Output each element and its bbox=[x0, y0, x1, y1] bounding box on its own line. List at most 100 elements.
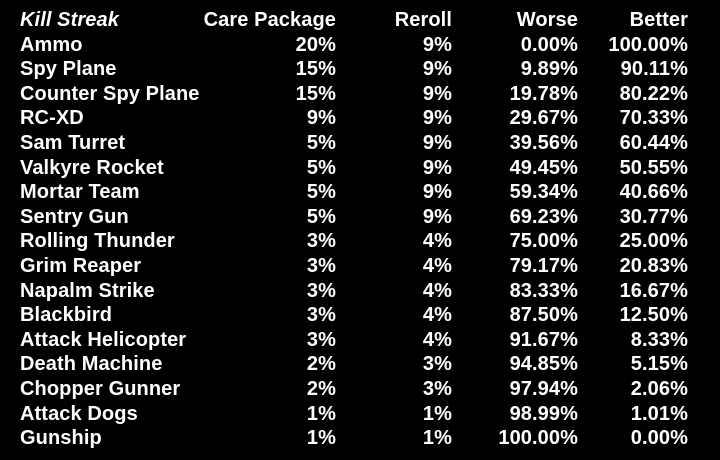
kill-streak-name: Napalm Strike bbox=[20, 279, 155, 302]
kill-streak-name: Sam Turret bbox=[20, 131, 126, 154]
header-kill-streak: Kill Streak bbox=[20, 9, 119, 31]
table-row: Napalm Strike 3% 4% 83.33% 16.67% bbox=[0, 279, 720, 304]
reroll-cell: 3% bbox=[422, 353, 452, 376]
kill-streak-name: Gunship bbox=[20, 427, 102, 450]
table-row: Ammo 20% 9% 0.00% 100.00% bbox=[0, 33, 720, 58]
header-worse: Worse bbox=[516, 9, 578, 31]
better-cell: 50.55% bbox=[619, 156, 688, 179]
kill-streak-name: Attack Helicopter bbox=[20, 328, 187, 351]
reroll-cell: 9% bbox=[422, 33, 452, 56]
worse-cell: 19.78% bbox=[509, 82, 578, 105]
better-cell: 40.66% bbox=[619, 181, 688, 204]
table-row: Chopper Gunner 2% 3% 97.94% 2.06% bbox=[0, 377, 720, 402]
reroll-cell: 4% bbox=[422, 254, 452, 277]
better-cell: 2.06% bbox=[630, 377, 688, 400]
worse-cell: 94.85% bbox=[509, 353, 578, 376]
reroll-cell: 9% bbox=[422, 131, 452, 154]
better-cell: 1.01% bbox=[630, 402, 688, 425]
table-row: Sam Turret 5% 9% 39.56% 60.44% bbox=[0, 131, 720, 156]
kill-streak-name: Ammo bbox=[20, 33, 83, 56]
reroll-cell: 9% bbox=[422, 82, 452, 105]
care-package-cell: 5% bbox=[306, 205, 336, 228]
care-package-cell: 3% bbox=[306, 230, 336, 253]
table-row: Counter Spy Plane 15% 9% 19.78% 80.22% bbox=[0, 82, 720, 107]
reroll-cell: 9% bbox=[422, 205, 452, 228]
worse-cell: 100.00% bbox=[498, 427, 578, 450]
table-row: Blackbird 3% 4% 87.50% 12.50% bbox=[0, 303, 720, 328]
better-cell: 100.00% bbox=[608, 33, 688, 56]
care-package-cell: 3% bbox=[306, 328, 336, 351]
header-reroll: Reroll bbox=[394, 9, 452, 31]
care-package-cell: 5% bbox=[306, 181, 336, 204]
table-row: Gunship 1% 1% 100.00% 0.00% bbox=[0, 426, 720, 451]
worse-cell: 91.67% bbox=[509, 328, 578, 351]
better-cell: 16.67% bbox=[619, 279, 688, 302]
reroll-cell: 4% bbox=[422, 279, 452, 302]
table-row: Sentry Gun 5% 9% 69.23% 30.77% bbox=[0, 205, 720, 230]
reroll-cell: 4% bbox=[422, 328, 452, 351]
care-package-cell: 2% bbox=[306, 377, 336, 400]
reroll-cell: 9% bbox=[422, 181, 452, 204]
worse-cell: 29.67% bbox=[509, 107, 578, 130]
table-row: Valkyre Rocket 5% 9% 49.45% 50.55% bbox=[0, 156, 720, 181]
care-package-cell: 3% bbox=[306, 254, 336, 277]
reroll-cell: 4% bbox=[422, 230, 452, 253]
worse-cell: 79.17% bbox=[509, 254, 578, 277]
care-package-cell: 5% bbox=[306, 156, 336, 179]
kill-streak-name: Counter Spy Plane bbox=[20, 82, 200, 105]
reroll-cell: 9% bbox=[422, 156, 452, 179]
worse-cell: 98.99% bbox=[509, 402, 578, 425]
care-package-cell: 20% bbox=[295, 33, 336, 56]
worse-cell: 75.00% bbox=[509, 230, 578, 253]
better-cell: 60.44% bbox=[619, 131, 688, 154]
worse-cell: 39.56% bbox=[509, 131, 578, 154]
reroll-cell: 1% bbox=[422, 402, 452, 425]
better-cell: 80.22% bbox=[619, 82, 688, 105]
worse-cell: 49.45% bbox=[509, 156, 578, 179]
table-row: Spy Plane 15% 9% 9.89% 90.11% bbox=[0, 57, 720, 82]
better-cell: 70.33% bbox=[619, 107, 688, 130]
kill-streak-name: Chopper Gunner bbox=[20, 377, 181, 400]
table-body: Ammo 20% 9% 0.00% 100.00% Spy Plane 15% 9% 9.89%… bbox=[0, 33, 720, 451]
care-package-cell: 9% bbox=[306, 107, 336, 130]
better-cell: 20.83% bbox=[619, 254, 688, 277]
table-row: Death Machine 2% 3% 94.85% 5.15% bbox=[0, 352, 720, 377]
worse-cell: 59.34% bbox=[509, 181, 578, 204]
kill-streak-name: Rolling Thunder bbox=[20, 230, 175, 253]
better-cell: 0.00% bbox=[630, 427, 688, 450]
care-package-cell: 15% bbox=[295, 58, 336, 81]
header-row: Kill Streak Care Package Reroll Worse Be… bbox=[0, 8, 720, 33]
header-better: Better bbox=[629, 9, 688, 31]
better-cell: 25.00% bbox=[619, 230, 688, 253]
kill-streak-name: Grim Reaper bbox=[20, 254, 142, 277]
table-row: Attack Dogs 1% 1% 98.99% 1.01% bbox=[0, 402, 720, 427]
worse-cell: 0.00% bbox=[520, 33, 578, 56]
header-care-package: Care Package bbox=[203, 9, 336, 31]
kill-streak-name: Spy Plane bbox=[20, 58, 117, 81]
worse-cell: 69.23% bbox=[509, 205, 578, 228]
better-cell: 12.50% bbox=[619, 304, 688, 327]
worse-cell: 9.89% bbox=[520, 58, 578, 81]
kill-streak-name: Mortar Team bbox=[20, 181, 140, 204]
care-package-cell: 15% bbox=[295, 82, 336, 105]
kill-streak-name: Sentry Gun bbox=[20, 205, 129, 228]
kill-streak-name: Death Machine bbox=[20, 353, 163, 376]
table-row: Rolling Thunder 3% 4% 75.00% 25.00% bbox=[0, 229, 720, 254]
better-cell: 30.77% bbox=[619, 205, 688, 228]
kill-streak-name: RC-XD bbox=[20, 107, 84, 130]
table-row: Grim Reaper 3% 4% 79.17% 20.83% bbox=[0, 254, 720, 279]
reroll-cell: 4% bbox=[422, 304, 452, 327]
table-row: RC-XD 9% 9% 29.67% 70.33% bbox=[0, 106, 720, 131]
worse-cell: 83.33% bbox=[509, 279, 578, 302]
worse-cell: 97.94% bbox=[509, 377, 578, 400]
care-package-cell: 5% bbox=[306, 131, 336, 154]
reroll-cell: 9% bbox=[422, 107, 452, 130]
better-cell: 5.15% bbox=[630, 353, 688, 376]
reroll-cell: 3% bbox=[422, 377, 452, 400]
kill-streak-name: Attack Dogs bbox=[20, 402, 138, 425]
reroll-cell: 9% bbox=[422, 58, 452, 81]
care-package-cell: 3% bbox=[306, 279, 336, 302]
table-row: Attack Helicopter 3% 4% 91.67% 8.33% bbox=[0, 328, 720, 353]
better-cell: 8.33% bbox=[630, 328, 688, 351]
